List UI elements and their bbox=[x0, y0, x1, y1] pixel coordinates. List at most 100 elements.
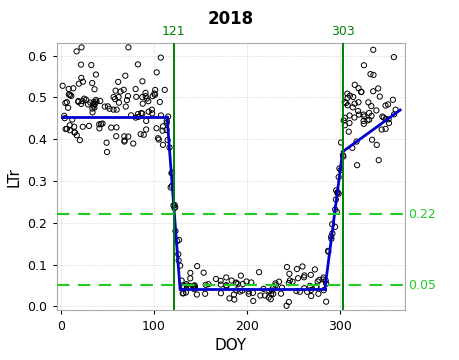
Point bbox=[158, 128, 166, 134]
Point bbox=[350, 101, 358, 107]
Point bbox=[137, 110, 145, 116]
Point bbox=[307, 293, 314, 299]
Point bbox=[193, 292, 200, 297]
Point bbox=[162, 127, 170, 133]
Point bbox=[134, 114, 142, 120]
Point bbox=[180, 284, 187, 289]
Point bbox=[259, 286, 267, 292]
Point bbox=[183, 283, 190, 288]
Point bbox=[61, 115, 68, 121]
Point bbox=[348, 145, 355, 151]
Point bbox=[336, 140, 344, 145]
Point bbox=[112, 125, 120, 130]
Point bbox=[124, 93, 131, 99]
Point bbox=[352, 139, 359, 144]
Point bbox=[381, 126, 388, 132]
Point bbox=[179, 291, 187, 296]
Point bbox=[82, 97, 90, 103]
Point bbox=[142, 93, 149, 99]
Point bbox=[176, 263, 184, 269]
Point bbox=[96, 98, 104, 104]
Point bbox=[99, 121, 106, 126]
Point bbox=[285, 271, 292, 277]
Point bbox=[104, 103, 112, 109]
Point bbox=[132, 115, 139, 121]
Point bbox=[328, 221, 335, 227]
Point bbox=[186, 283, 193, 289]
Point bbox=[92, 97, 100, 103]
Point bbox=[367, 103, 374, 109]
Point bbox=[162, 120, 170, 126]
Point bbox=[115, 100, 123, 105]
Point bbox=[157, 113, 164, 118]
Point bbox=[91, 101, 98, 107]
Point bbox=[106, 106, 113, 112]
Point bbox=[345, 113, 353, 118]
Point bbox=[73, 49, 80, 54]
Point bbox=[363, 117, 370, 123]
Point bbox=[170, 205, 178, 211]
Point bbox=[341, 100, 349, 106]
Y-axis label: LTr: LTr bbox=[7, 167, 22, 187]
Point bbox=[319, 275, 326, 280]
Point bbox=[134, 111, 141, 117]
Point bbox=[235, 289, 243, 294]
Point bbox=[139, 78, 146, 84]
Point bbox=[90, 99, 97, 105]
Point bbox=[171, 228, 179, 234]
Point bbox=[312, 284, 319, 289]
Point bbox=[134, 62, 141, 67]
Point bbox=[69, 85, 77, 91]
Point bbox=[269, 285, 276, 291]
Point bbox=[92, 72, 100, 77]
Point bbox=[354, 112, 362, 117]
Point bbox=[140, 132, 147, 138]
Point bbox=[350, 82, 358, 88]
Point bbox=[115, 94, 122, 100]
Point bbox=[61, 113, 68, 119]
Point bbox=[269, 291, 276, 297]
Point bbox=[77, 62, 84, 67]
Point bbox=[267, 291, 274, 297]
Point bbox=[59, 83, 66, 89]
Point bbox=[159, 142, 166, 148]
Point bbox=[332, 209, 340, 215]
Point bbox=[212, 276, 219, 282]
Point bbox=[268, 288, 275, 293]
Point bbox=[222, 282, 230, 288]
Point bbox=[166, 145, 173, 150]
Point bbox=[75, 81, 82, 87]
Point bbox=[285, 278, 293, 283]
Point bbox=[379, 114, 386, 120]
Point bbox=[336, 167, 343, 173]
Point bbox=[139, 101, 146, 107]
Point bbox=[217, 278, 224, 284]
Point bbox=[359, 112, 366, 117]
Point bbox=[343, 102, 351, 108]
Point bbox=[107, 125, 115, 130]
Point bbox=[68, 117, 76, 122]
Point bbox=[303, 289, 310, 294]
Point bbox=[319, 276, 326, 282]
Point bbox=[141, 90, 149, 96]
Point bbox=[175, 237, 182, 243]
Point bbox=[237, 273, 244, 279]
Point bbox=[294, 275, 301, 281]
Point bbox=[122, 104, 129, 109]
Point bbox=[292, 288, 299, 294]
Point bbox=[113, 107, 120, 113]
Point bbox=[354, 85, 362, 91]
Point bbox=[283, 264, 290, 270]
Point bbox=[322, 281, 329, 287]
Point bbox=[345, 120, 353, 126]
Point bbox=[255, 269, 262, 275]
Point bbox=[242, 279, 250, 284]
Point bbox=[85, 123, 93, 129]
Point bbox=[202, 282, 209, 288]
Point bbox=[190, 286, 197, 292]
Point bbox=[239, 281, 246, 287]
Point bbox=[265, 288, 272, 294]
Point bbox=[353, 108, 361, 114]
Point bbox=[365, 117, 372, 123]
Point bbox=[307, 272, 314, 278]
